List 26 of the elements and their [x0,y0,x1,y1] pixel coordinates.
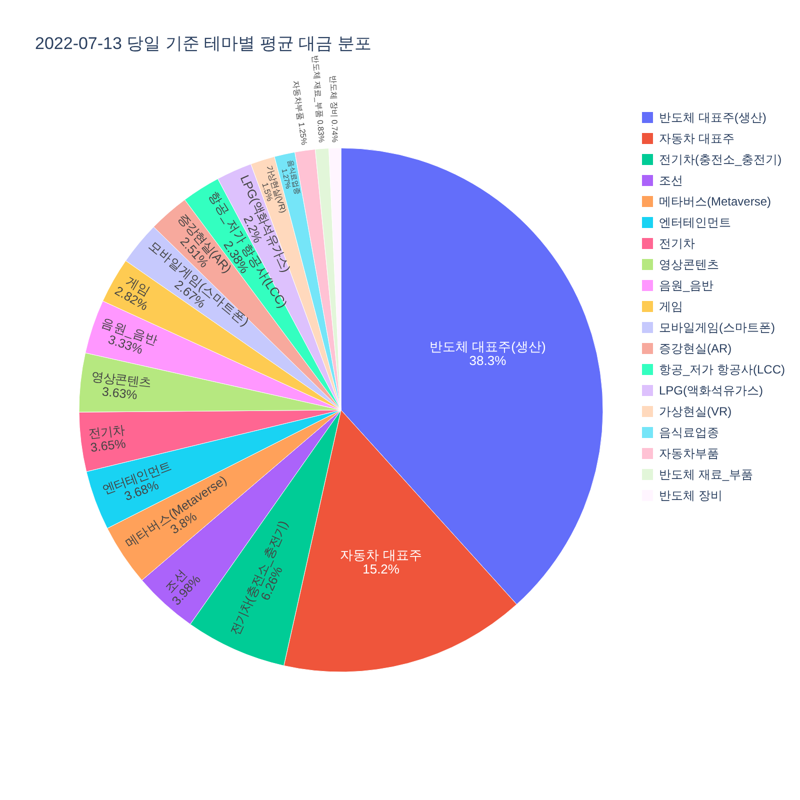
legend-label: 항공_저가 항공사(LCC) [658,362,786,376]
legend-label: 자동차 대표주 [658,132,734,146]
legend-label: 반도체 재료_부품 [658,468,754,482]
legend-label: 게임 [658,300,683,314]
legend-label: 메타버스(Metaverse) [658,194,772,208]
legend-label: 엔터테인먼트 [658,216,731,230]
data-label: 38.3% [469,353,507,368]
legend-label: LPG(액화석유가스) [658,384,764,398]
legend-label: 조선 [658,174,683,188]
slice-label: 자동차 대표주 [340,547,422,562]
legend-label: 음식료업종 [658,426,719,440]
data-label: 15.2% [362,562,400,577]
slice-label: 반도체 대표주(생산) [430,338,546,354]
legend-label: 가상현실(VR) [658,404,732,418]
category-label: 자동차부품 1.25% [290,80,309,146]
legend-label: 반도체 장비 [658,488,722,502]
chart-title: 2022-07-13 당일 기준 테마별 평균 대금 분포 [35,34,372,53]
legend-label: 증강현실(AR) [658,342,732,356]
legend-label: 음원_음반 [658,278,714,292]
legend-label: 전기차 [658,236,695,250]
legend-label: 전기차(충전소_충전기) [658,152,782,166]
legend-label: 모바일게임(스마트폰) [658,320,775,334]
legend-label: 반도체 대표주(생산) [658,110,766,124]
legend-label: 영상콘텐츠 [658,258,719,272]
legend-label: 자동차부품 [658,446,719,460]
category-label: 반도체 장비 0.74% [328,75,340,143]
